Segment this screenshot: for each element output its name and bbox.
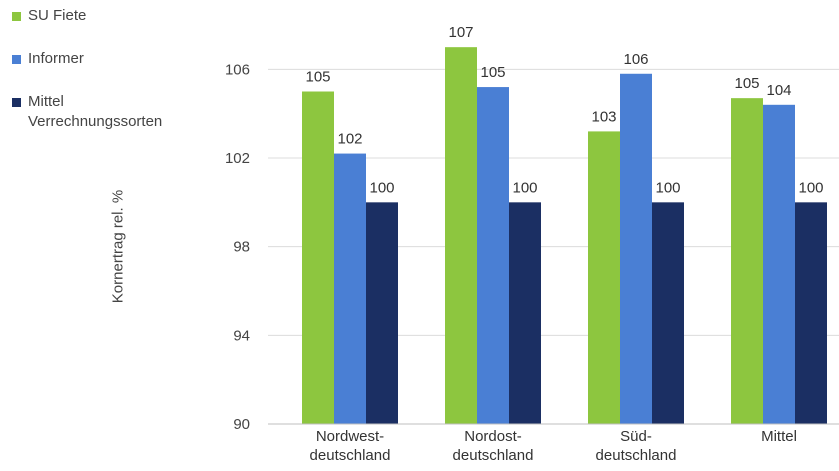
bar bbox=[445, 47, 477, 425]
data-label: 104 bbox=[766, 82, 791, 99]
bar bbox=[302, 91, 334, 424]
x-tick-label: deutschland bbox=[453, 447, 534, 464]
legend-swatch bbox=[12, 98, 21, 107]
bar bbox=[588, 131, 620, 424]
x-tick-label: deutschland bbox=[596, 447, 677, 464]
bar bbox=[477, 87, 509, 425]
bar bbox=[795, 202, 827, 424]
bar bbox=[652, 202, 684, 424]
data-label: 100 bbox=[512, 179, 537, 196]
data-label: 100 bbox=[798, 179, 823, 196]
legend-label-line2: Verrechnungssorten bbox=[28, 113, 163, 130]
data-label: 105 bbox=[480, 64, 505, 81]
x-tick-label: Nordwest- bbox=[316, 428, 384, 445]
y-tick-label: 102 bbox=[225, 150, 250, 167]
data-label: 102 bbox=[337, 131, 362, 148]
legend: SU Fiete Informer Mittel Verrechnungssor… bbox=[12, 6, 162, 132]
legend-item-su-fiete: SU Fiete bbox=[12, 6, 162, 26]
x-tick-label: Nordost- bbox=[464, 428, 522, 445]
data-label: 100 bbox=[655, 179, 680, 196]
bar bbox=[731, 98, 763, 425]
legend-swatch bbox=[12, 55, 21, 64]
x-tick-label: Mittel bbox=[761, 428, 797, 445]
data-label: 107 bbox=[448, 24, 473, 41]
data-label: 105 bbox=[305, 69, 330, 86]
x-tick-label: Süd- bbox=[620, 428, 652, 445]
bar bbox=[763, 104, 795, 425]
x-tick-label: deutschland bbox=[310, 447, 391, 464]
legend-label-line1: Mittel bbox=[28, 93, 64, 110]
y-tick-label: 94 bbox=[233, 327, 250, 344]
bar bbox=[509, 202, 541, 424]
data-label: 103 bbox=[591, 108, 616, 125]
data-label: 105 bbox=[734, 75, 759, 92]
y-tick-label: 98 bbox=[233, 239, 250, 256]
bar bbox=[620, 73, 652, 425]
bar bbox=[366, 202, 398, 424]
legend-item-informer: Informer bbox=[12, 49, 162, 69]
data-label: 100 bbox=[369, 179, 394, 196]
legend-label: SU Fiete bbox=[28, 7, 87, 24]
data-label: 106 bbox=[623, 51, 648, 68]
legend-item-mittel-verrechnungssorten: Mittel Verrechnungssorten bbox=[12, 92, 162, 132]
legend-label: Informer bbox=[28, 50, 84, 67]
y-tick-label: 90 bbox=[233, 416, 250, 433]
y-tick-label: 106 bbox=[225, 61, 250, 78]
bar bbox=[334, 153, 366, 425]
legend-swatch bbox=[12, 12, 21, 21]
